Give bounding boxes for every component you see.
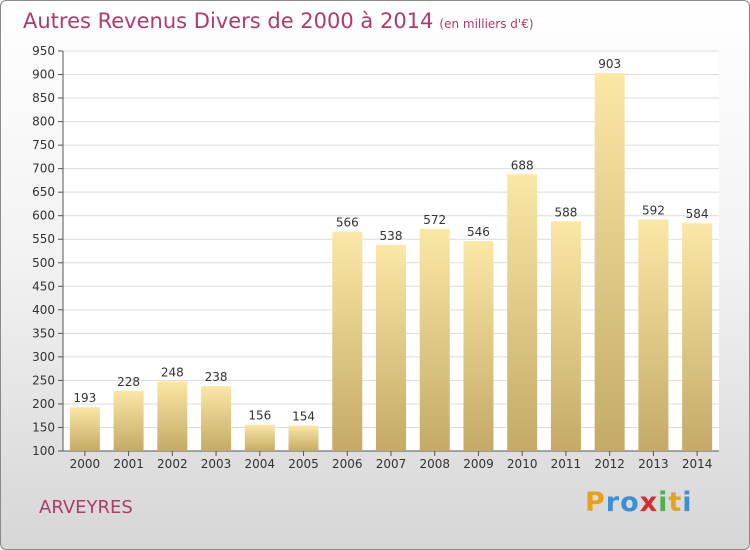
y-tick-label: 450 (32, 279, 55, 293)
bar-value-label: 546 (467, 225, 490, 239)
x-tick-label: 2005 (288, 457, 319, 471)
bar (463, 241, 494, 451)
bar (69, 407, 100, 451)
bar-value-label: 903 (598, 57, 621, 71)
bar-value-label: 248 (161, 365, 184, 379)
bar-value-label: 572 (423, 213, 446, 227)
bar-value-label: 228 (117, 375, 140, 389)
bar (113, 390, 144, 451)
bar (419, 228, 450, 451)
bar-value-label: 238 (205, 370, 228, 384)
bar (376, 244, 406, 451)
logo-letter: x (639, 487, 659, 518)
logo-letter: i (658, 487, 669, 518)
bar-value-label: 688 (511, 158, 534, 172)
logo-letter: o (620, 487, 640, 518)
y-tick-label: 350 (32, 326, 55, 340)
y-tick-label: 550 (32, 232, 55, 246)
bar (157, 381, 188, 451)
y-tick-label: 100 (32, 444, 55, 458)
bar-value-label: 588 (554, 205, 577, 219)
y-tick-label: 500 (32, 256, 55, 270)
bar-value-label: 566 (336, 216, 359, 230)
bar (594, 73, 625, 451)
x-tick-label: 2011 (551, 457, 582, 471)
bar (682, 223, 713, 451)
y-tick-label: 800 (32, 115, 55, 129)
bar-value-label: 592 (642, 203, 665, 217)
bar-value-label: 154 (292, 410, 315, 424)
chart-title-unit: (en milliers d'€) (439, 17, 534, 31)
bar (201, 386, 232, 451)
y-tick-label: 950 (32, 44, 55, 58)
chart-title: Autres Revenus Divers de 2000 à 2014 (en … (23, 9, 534, 33)
bar (507, 174, 538, 451)
x-tick-label: 2012 (594, 457, 625, 471)
y-tick-label: 700 (32, 162, 55, 176)
logo-letter: t (668, 487, 683, 518)
x-tick-label: 2008 (419, 457, 450, 471)
chart-title-main: Autres Revenus Divers de 2000 à 2014 (23, 9, 434, 33)
logo-letter: P (585, 487, 606, 518)
x-tick-label: 2002 (157, 457, 188, 471)
logo-letter: r (605, 487, 621, 518)
logo-letter: i (682, 487, 693, 518)
bar (244, 424, 275, 451)
y-tick-label: 400 (32, 303, 55, 317)
bar-value-label: 156 (248, 409, 271, 423)
y-tick-label: 250 (32, 373, 55, 387)
x-tick-label: 2003 (201, 457, 232, 471)
x-tick-label: 2013 (638, 457, 669, 471)
x-tick-label: 2009 (463, 457, 494, 471)
y-tick-label: 150 (32, 420, 55, 434)
y-tick-label: 600 (32, 209, 55, 223)
x-tick-label: 2014 (682, 457, 713, 471)
y-tick-label: 300 (32, 350, 55, 364)
proxiti-logo: Proxiti (585, 487, 693, 518)
y-tick-label: 850 (32, 91, 55, 105)
x-tick-label: 2010 (507, 457, 538, 471)
x-tick-label: 2000 (70, 457, 101, 471)
bar-value-label: 193 (73, 391, 96, 405)
x-tick-label: 2007 (376, 457, 407, 471)
y-tick-label: 650 (32, 185, 55, 199)
bar (288, 425, 319, 451)
x-tick-label: 2004 (245, 457, 276, 471)
y-tick-label: 200 (32, 397, 55, 411)
y-tick-label: 750 (32, 138, 55, 152)
bar (332, 231, 363, 451)
x-tick-label: 2006 (332, 457, 363, 471)
bar (638, 219, 669, 451)
bar (550, 221, 581, 451)
location-label: ARVEYRES (39, 497, 133, 518)
y-tick-label: 900 (32, 68, 55, 82)
bar-value-label: 538 (380, 229, 403, 243)
bar-value-label: 584 (686, 207, 709, 221)
x-tick-label: 2001 (113, 457, 144, 471)
